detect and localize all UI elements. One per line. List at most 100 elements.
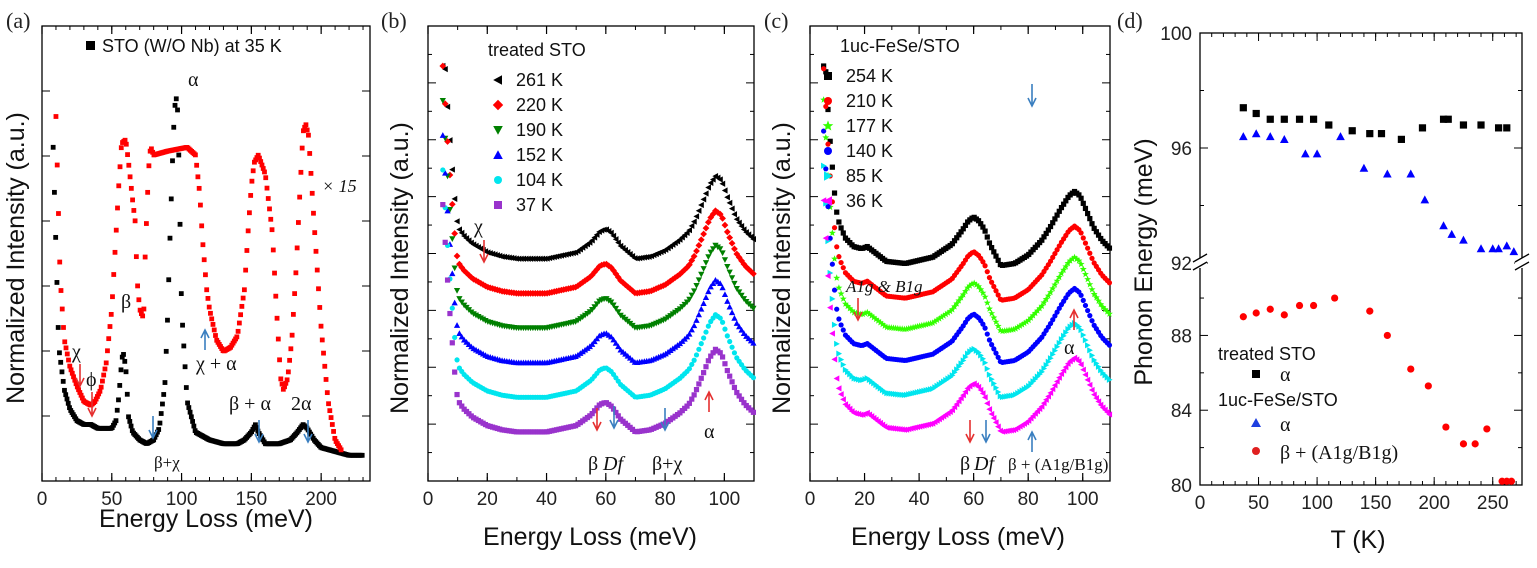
data-point — [691, 322, 698, 329]
data-point — [1001, 327, 1009, 334]
data-point — [740, 226, 747, 233]
data-point — [957, 395, 964, 402]
data-point — [636, 254, 643, 262]
data-point — [705, 254, 712, 260]
data-point — [844, 302, 852, 310]
x-tick-label: 150 — [1360, 493, 1392, 514]
sto-data-point — [114, 407, 120, 413]
data-point — [451, 299, 458, 306]
data-point — [949, 372, 956, 379]
sto-x15-data-point — [205, 296, 211, 301]
sto-x15-data-point — [198, 202, 203, 208]
data-point — [1045, 393, 1051, 400]
data-point — [831, 321, 838, 328]
data-point — [693, 283, 700, 289]
data-point — [698, 375, 704, 381]
data-point — [984, 400, 990, 407]
y-tick-label: 80 — [1171, 476, 1192, 497]
arrow-chi-alpha — [200, 328, 210, 350]
data-point — [1085, 342, 1091, 349]
data-point — [931, 317, 939, 325]
sto-x15-data-point — [116, 183, 122, 189]
y-tick-label: 100 — [1160, 24, 1192, 45]
data-point — [1040, 400, 1047, 407]
data-point — [717, 246, 724, 252]
x-tick-label: 40 — [909, 489, 930, 510]
legend-label: 210 K — [846, 91, 893, 111]
data-point — [510, 255, 517, 262]
data-point — [984, 331, 990, 337]
data-point — [722, 361, 728, 367]
data-point — [1099, 303, 1107, 311]
data-point — [1073, 255, 1081, 262]
data-point — [824, 272, 831, 279]
data-point — [1093, 229, 1099, 235]
data-point — [734, 389, 740, 396]
data-point — [989, 279, 995, 285]
data-point — [738, 326, 745, 333]
scatter-point — [1301, 149, 1310, 158]
data-point — [565, 250, 572, 258]
legend-marker — [824, 147, 832, 155]
sto-x15-data-point — [61, 325, 66, 330]
data-point — [848, 307, 856, 314]
data-point — [724, 367, 730, 374]
panel-a-label: (a) — [6, 8, 30, 33]
data-point — [992, 419, 999, 426]
sto-data-point — [129, 428, 135, 434]
data-point — [610, 302, 617, 309]
data-point — [836, 350, 843, 357]
y-tick-label: 92 — [1171, 254, 1192, 275]
x-tick-label: 100 — [709, 489, 741, 510]
panel-d-xtick-labels: 0 50 100 150 200 250 — [1195, 493, 1509, 514]
data-point — [986, 275, 993, 281]
data-point — [993, 384, 1000, 391]
data-point — [610, 336, 617, 343]
data-point — [1047, 389, 1054, 396]
sto-data-point — [123, 369, 129, 375]
data-point — [831, 255, 838, 262]
scatter-point — [1488, 244, 1498, 253]
data-point — [1044, 292, 1052, 299]
data-point — [951, 403, 958, 411]
data-point — [982, 228, 988, 234]
arrow-b-beta-chi — [660, 408, 670, 432]
data-point — [589, 307, 596, 313]
data-point — [736, 323, 743, 330]
sto-data-point — [152, 434, 158, 440]
data-point — [835, 284, 843, 291]
sto-x15-data-point — [304, 127, 310, 133]
sto-data-point — [158, 411, 164, 416]
sto-data-point — [163, 348, 169, 354]
axis-break-left — [1192, 253, 1208, 271]
data-point — [594, 405, 600, 411]
sto-data-point — [67, 405, 72, 411]
data-point — [1085, 210, 1091, 217]
data-point — [909, 323, 917, 331]
sto-x15-data-point — [200, 242, 206, 248]
sto-x15-data-point — [331, 429, 336, 434]
data-point — [1080, 200, 1086, 206]
data-point — [1089, 255, 1095, 261]
series-140-K — [821, 128, 1113, 365]
data-point — [693, 213, 700, 220]
panel-b: (b) 0 20 40 60 80 100 Energy Loss (meV) Norma… — [381, 8, 757, 551]
sto-x15-data-point — [78, 392, 84, 398]
data-point — [731, 245, 738, 253]
data-point — [823, 103, 829, 110]
sto-x15-data-point — [324, 390, 330, 396]
scatter-point — [1312, 149, 1322, 158]
data-point — [1053, 277, 1061, 284]
data-point — [825, 141, 831, 147]
data-point — [1101, 305, 1109, 313]
data-point — [1034, 307, 1041, 314]
data-point — [905, 324, 913, 332]
x-tick-label: 100 — [166, 489, 198, 510]
data-point — [1052, 250, 1058, 257]
sto-x15-data-point — [100, 378, 105, 384]
sto-x15-data-point — [313, 248, 319, 254]
data-point — [955, 398, 962, 405]
data-point — [978, 352, 984, 359]
data-point — [829, 261, 835, 267]
sto-data-point — [65, 400, 71, 406]
